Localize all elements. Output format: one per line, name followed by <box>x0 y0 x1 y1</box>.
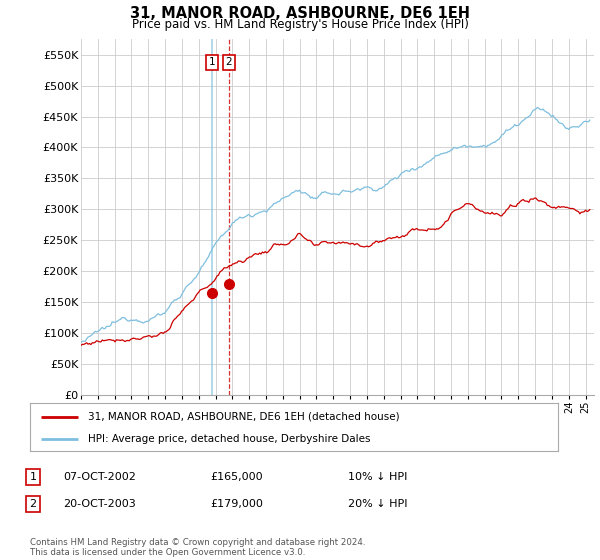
Text: £165,000: £165,000 <box>210 472 263 482</box>
Text: 1: 1 <box>29 472 37 482</box>
Text: 2: 2 <box>29 499 37 509</box>
Text: 10% ↓ HPI: 10% ↓ HPI <box>348 472 407 482</box>
Text: 1: 1 <box>208 57 215 67</box>
Text: 20-OCT-2003: 20-OCT-2003 <box>63 499 136 509</box>
Text: 20% ↓ HPI: 20% ↓ HPI <box>348 499 407 509</box>
Text: 31, MANOR ROAD, ASHBOURNE, DE6 1EH: 31, MANOR ROAD, ASHBOURNE, DE6 1EH <box>130 6 470 21</box>
Text: £179,000: £179,000 <box>210 499 263 509</box>
Text: Contains HM Land Registry data © Crown copyright and database right 2024.
This d: Contains HM Land Registry data © Crown c… <box>30 538 365 557</box>
Text: 07-OCT-2002: 07-OCT-2002 <box>63 472 136 482</box>
Text: 2: 2 <box>226 57 232 67</box>
Text: Price paid vs. HM Land Registry's House Price Index (HPI): Price paid vs. HM Land Registry's House … <box>131 18 469 31</box>
Text: HPI: Average price, detached house, Derbyshire Dales: HPI: Average price, detached house, Derb… <box>88 435 371 445</box>
Text: 31, MANOR ROAD, ASHBOURNE, DE6 1EH (detached house): 31, MANOR ROAD, ASHBOURNE, DE6 1EH (deta… <box>88 412 400 422</box>
